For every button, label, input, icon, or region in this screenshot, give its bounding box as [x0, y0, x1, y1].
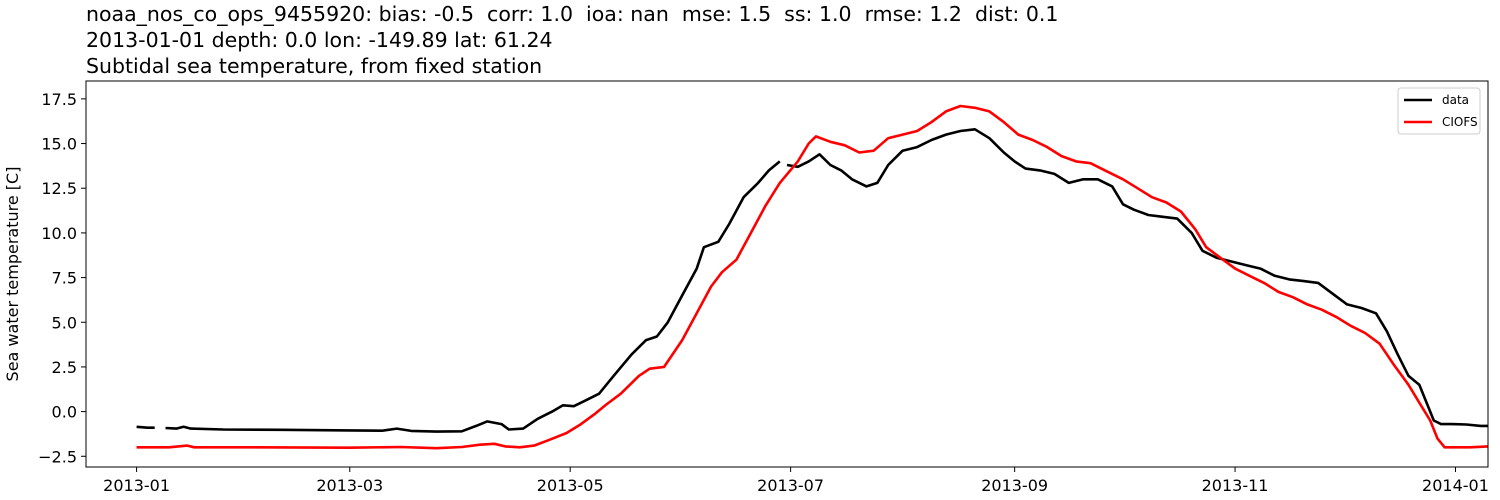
series-line-data-1	[165, 160, 781, 433]
x-tick-label: 2013-09	[981, 476, 1048, 495]
series-group	[136, 104, 1488, 450]
y-tick-label: 0.0	[52, 403, 77, 422]
title-line-2: 2013-01-01 depth: 0.0 lon: -149.89 lat: …	[86, 28, 553, 52]
y-tick-label: −2.5	[38, 447, 77, 466]
y-tick-label: 15.0	[41, 135, 77, 154]
title-line-3: Subtidal sea temperature, from fixed sta…	[86, 54, 543, 78]
y-tick-label: 7.5	[52, 269, 77, 288]
x-tick-label: 2013-07	[757, 476, 824, 495]
x-tick-label: 2013-05	[537, 476, 604, 495]
title-line-1: noaa_nos_co_ops_9455920: bias: -0.5 corr…	[86, 2, 1059, 26]
legend-label-data: data	[1442, 93, 1469, 107]
y-tick-label: 5.0	[52, 313, 77, 332]
y-tick-label: 2.5	[52, 358, 77, 377]
legend-label-ciofs: CIOFS	[1442, 115, 1478, 129]
plot-frame	[85, 80, 1489, 468]
x-tick-label: 2013-01	[103, 476, 170, 495]
x-tick-label: 2013-11	[1202, 476, 1269, 495]
x-tick-label: 2013-03	[316, 476, 383, 495]
legend: data CIOFS	[1397, 87, 1481, 135]
y-axis-label: Sea water temperature [C]	[3, 167, 22, 382]
x-tick-label: 2014-01	[1422, 476, 1489, 495]
series-line-data-2	[786, 128, 1488, 428]
y-tick-label: 10.0	[41, 224, 77, 243]
y-tick-label: 17.5	[41, 90, 77, 109]
series-line-ciofs-0	[136, 104, 1488, 450]
y-tick-label: 12.5	[41, 179, 77, 198]
series-line-data-0	[136, 425, 155, 429]
